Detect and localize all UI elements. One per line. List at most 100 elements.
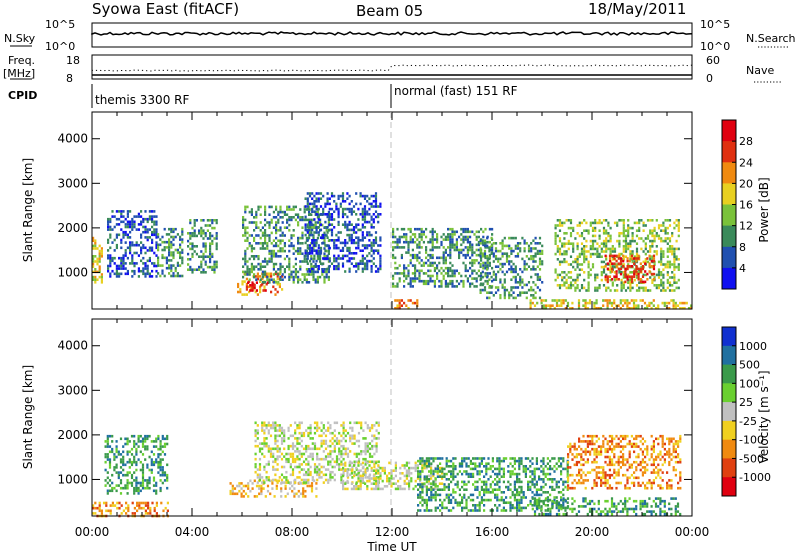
heatmap-cell: [241, 293, 244, 296]
heatmap-cell: [310, 226, 313, 229]
heatmap-cell: [276, 444, 279, 448]
heatmap-cell: [108, 445, 112, 448]
heatmap-cell: [409, 285, 412, 288]
heatmap-cell: [455, 230, 458, 234]
heatmap-cell: [308, 226, 312, 229]
heatmap-cell: [319, 205, 323, 208]
heatmap-cell: [632, 307, 636, 310]
heatmap-cell: [419, 479, 422, 483]
heatmap-cell: [170, 227, 173, 231]
heatmap-cell: [429, 248, 432, 252]
heatmap-cell: [242, 495, 245, 498]
heatmap-cell: [355, 236, 358, 239]
heatmap-cell: [558, 273, 562, 277]
heatmap-cell: [215, 260, 218, 264]
heatmap-cell: [366, 461, 369, 465]
heatmap-cell: [279, 270, 282, 274]
heatmap-cell: [475, 243, 478, 247]
heatmap-cell: [137, 269, 140, 273]
heatmap-cell: [316, 426, 319, 430]
heatmap-cell: [664, 232, 667, 235]
heatmap-cell: [258, 465, 262, 469]
heatmap-cell: [330, 213, 334, 216]
heatmap-cell: [275, 229, 278, 232]
heatmap-cell: [433, 279, 436, 283]
heatmap-cell: [357, 472, 360, 475]
heatmap-cell: [124, 225, 127, 229]
heatmap-cell: [193, 234, 196, 238]
heatmap-cell: [131, 259, 134, 263]
heatmap-cell: [299, 482, 303, 485]
heatmap-cell: [563, 245, 566, 248]
heatmap-cell: [308, 233, 312, 237]
heatmap-cell: [373, 437, 376, 440]
heatmap-cell: [288, 487, 292, 490]
heatmap-cell: [335, 207, 338, 211]
heatmap-cell: [397, 485, 400, 488]
heatmap-cell: [662, 252, 665, 256]
heatmap-cell: [281, 231, 284, 235]
heatmap-cell: [487, 467, 490, 471]
heatmap-cell: [379, 202, 382, 206]
heatmap-cell: [259, 247, 262, 250]
heatmap-cell: [135, 476, 138, 480]
heatmap-cell: [666, 273, 669, 277]
heatmap-cell: [538, 275, 542, 279]
heatmap-cell: [330, 223, 334, 226]
heatmap-cell: [144, 264, 147, 268]
heatmap-cell: [179, 274, 182, 278]
heatmap-cell: [472, 493, 475, 497]
heatmap-cell: [405, 266, 408, 270]
heatmap-cell: [519, 249, 522, 253]
heatmap-cell: [386, 485, 389, 488]
heatmap-cell: [673, 260, 676, 264]
heatmap-cell: [115, 440, 118, 443]
heatmap-cell: [254, 421, 257, 425]
heatmap-cell: [479, 278, 482, 281]
heatmap-cell: [668, 281, 672, 284]
heatmap-cell: [280, 478, 284, 482]
heatmap-cell: [375, 482, 378, 485]
heatmap-cell: [291, 468, 295, 471]
heatmap-cell: [361, 267, 364, 271]
heatmap-cell: [299, 278, 302, 281]
heatmap-cell: [204, 260, 207, 264]
heatmap-cell: [403, 269, 406, 273]
heatmap-cell: [370, 469, 373, 472]
heatmap-cell: [657, 284, 661, 287]
heatmap-cell: [254, 439, 257, 443]
heatmap-cell: [193, 268, 196, 271]
heatmap-cell: [333, 246, 336, 250]
heatmap-cell: [300, 468, 303, 471]
heatmap-cell: [394, 246, 397, 249]
heatmap-cell: [475, 259, 478, 262]
heatmap-cell: [313, 241, 316, 245]
heatmap-cell: [474, 488, 477, 491]
heatmap-cell: [472, 472, 475, 476]
heatmap-cell: [346, 226, 349, 229]
heatmap-cell: [472, 498, 475, 502]
heatmap-cell: [422, 264, 425, 267]
heatmap-cell: [441, 475, 444, 478]
heatmap-cell: [144, 225, 147, 229]
heatmap-cell: [357, 265, 360, 268]
heatmap-cell: [283, 210, 286, 214]
heatmap-cell: [635, 289, 639, 292]
heatmap-cell: [168, 240, 171, 244]
heatmap-cell: [122, 262, 125, 265]
heatmap-cell: [565, 242, 568, 245]
heatmap-cell: [423, 482, 426, 485]
heatmap-cell: [450, 459, 453, 463]
heatmap-cell: [553, 299, 556, 302]
heatmap-cell: [677, 258, 680, 261]
heatmap-cell: [254, 457, 257, 461]
heatmap-cell: [383, 466, 386, 470]
heatmap-cell: [256, 444, 259, 448]
heatmap-cell: [313, 205, 316, 208]
heatmap-cell: [655, 234, 658, 238]
heatmap-cell: [381, 466, 384, 470]
heatmap-cell: [115, 455, 118, 459]
heatmap-cell: [157, 272, 160, 275]
heatmap-cell: [133, 223, 136, 226]
heatmap-cell: [346, 197, 349, 200]
